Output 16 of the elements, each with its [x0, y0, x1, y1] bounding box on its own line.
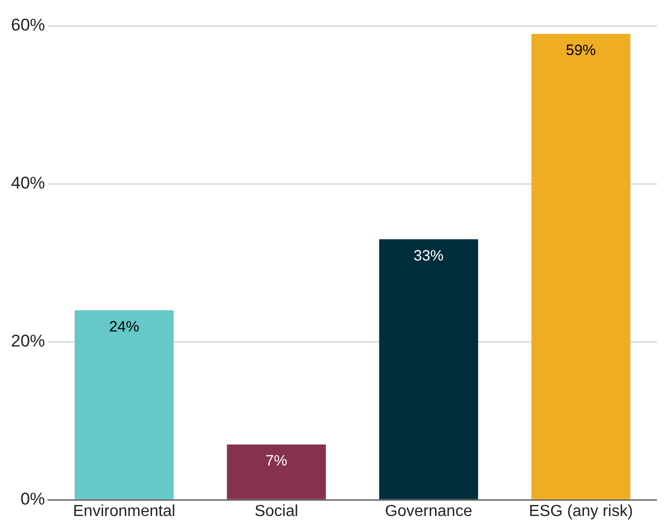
x-tick-label: ESG (any risk): [528, 502, 633, 520]
bar: [226, 444, 326, 500]
x-tick-label: Governance: [385, 502, 472, 520]
x-tick-label: Environmental: [73, 502, 176, 520]
y-tick-label: 20%: [10, 332, 46, 351]
data-label: 7%: [266, 452, 288, 470]
data-label: 59%: [566, 42, 596, 60]
y-tick-label: 0%: [20, 489, 46, 508]
data-label: 24%: [109, 318, 140, 336]
x-tick-label: Social: [254, 502, 298, 520]
y-tick-label: 40%: [10, 174, 46, 193]
y-tick-label: 60%: [10, 16, 46, 35]
bar: [531, 34, 630, 500]
data-label: 33%: [414, 247, 444, 264]
bar: [74, 310, 174, 500]
bar: [379, 239, 478, 500]
